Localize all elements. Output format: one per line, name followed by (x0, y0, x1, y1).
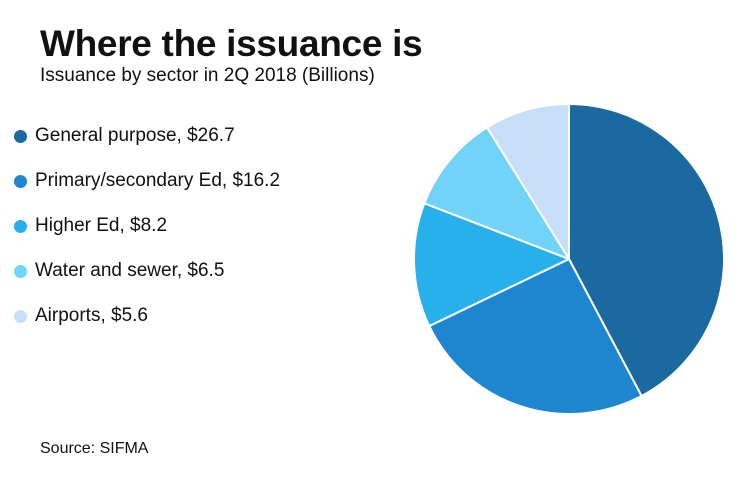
legend-label-general-purpose: General purpose, $26.7 (35, 125, 235, 146)
legend-item-primary-secondary-ed: Primary/secondary Ed, $16.2 (14, 163, 280, 199)
legend: General purpose, $26.7 Primary/secondary… (14, 118, 280, 343)
legend-swatch-water-and-sewer (14, 264, 27, 278)
legend-label-water-and-sewer: Water and sewer, $6.5 (35, 260, 225, 281)
pie-slice-primary-secondary-ed (428, 258, 643, 415)
pie-slice-general-purpose (568, 103, 725, 397)
legend-label-higher-ed: Higher Ed, $8.2 (35, 215, 168, 236)
legend-swatch-general-purpose (14, 129, 27, 143)
legend-item-general-purpose: General purpose, $26.7 (14, 118, 280, 154)
legend-item-water-and-sewer: Water and sewer, $6.5 (14, 253, 280, 289)
legend-item-higher-ed: Higher Ed, $8.2 (14, 208, 280, 244)
legend-swatch-primary-secondary-ed (14, 174, 27, 188)
pie-slice-higher-ed (413, 202, 570, 328)
source-note: Source: SIFMA (40, 440, 149, 457)
pie-slice-airports (486, 103, 570, 260)
chart-subtitle: Issuance by sector in 2Q 2018 (Billions) (40, 65, 375, 86)
legend-item-airports: Airports, $5.6 (14, 298, 280, 334)
pie-slice-water-and-sewer (423, 126, 570, 260)
pie-chart (413, 103, 725, 415)
pie-chart-container (400, 92, 740, 432)
chart-title: Where the issuance is (40, 23, 423, 64)
legend-swatch-airports (14, 309, 27, 323)
legend-swatch-higher-ed (14, 219, 27, 233)
legend-label-primary-secondary-ed: Primary/secondary Ed, $16.2 (35, 170, 281, 191)
legend-label-airports: Airports, $5.6 (35, 305, 148, 326)
